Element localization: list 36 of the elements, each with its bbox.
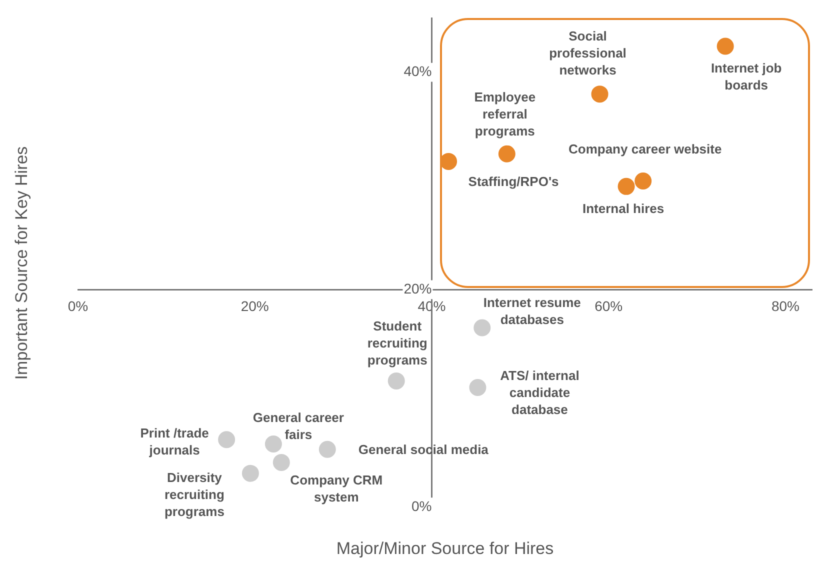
annotation: Staffing/RPO's bbox=[468, 174, 559, 190]
point bbox=[242, 464, 259, 482]
point bbox=[218, 431, 236, 448]
y-tick-label: 40% bbox=[404, 63, 432, 80]
point bbox=[716, 38, 734, 55]
annotation: ATS/ internal candidate database bbox=[500, 368, 580, 418]
point bbox=[591, 86, 608, 103]
x-axis-title: Major/Minor Source for Hires bbox=[336, 539, 554, 559]
annotation: Employee referral programs bbox=[474, 89, 536, 138]
annotation: Company CRM system bbox=[290, 472, 383, 505]
x-tick-label: 20% bbox=[240, 298, 269, 314]
annotation: Internal hires bbox=[582, 201, 664, 216]
point bbox=[469, 378, 486, 396]
point bbox=[618, 178, 635, 195]
annotation: Company career website bbox=[568, 142, 722, 157]
annotation: Internet job boards bbox=[710, 60, 782, 92]
annotation: Student recruiting programs bbox=[367, 318, 428, 368]
y-axis-title: Important Source for Key Hires bbox=[12, 146, 32, 380]
annotation: Diversity recruiting programs bbox=[164, 470, 224, 519]
y-tick-label: 20% bbox=[404, 280, 432, 297]
point bbox=[264, 435, 282, 452]
annotation: Internet resume databases bbox=[483, 294, 581, 327]
annotation: Social professional networks bbox=[549, 28, 626, 78]
y-tick-label: 0% bbox=[412, 498, 432, 514]
point bbox=[272, 454, 290, 471]
point bbox=[634, 172, 652, 190]
x-tick-label: 0% bbox=[68, 298, 88, 314]
x-tick-label: 60% bbox=[594, 298, 623, 314]
annotation: General career fairs bbox=[252, 410, 344, 442]
x-tick-label: 80% bbox=[771, 298, 800, 314]
point bbox=[318, 440, 336, 458]
annotation: Print /trade journals bbox=[140, 426, 209, 458]
point bbox=[474, 319, 491, 336]
point bbox=[498, 145, 516, 162]
point bbox=[440, 152, 458, 170]
point bbox=[388, 372, 405, 390]
